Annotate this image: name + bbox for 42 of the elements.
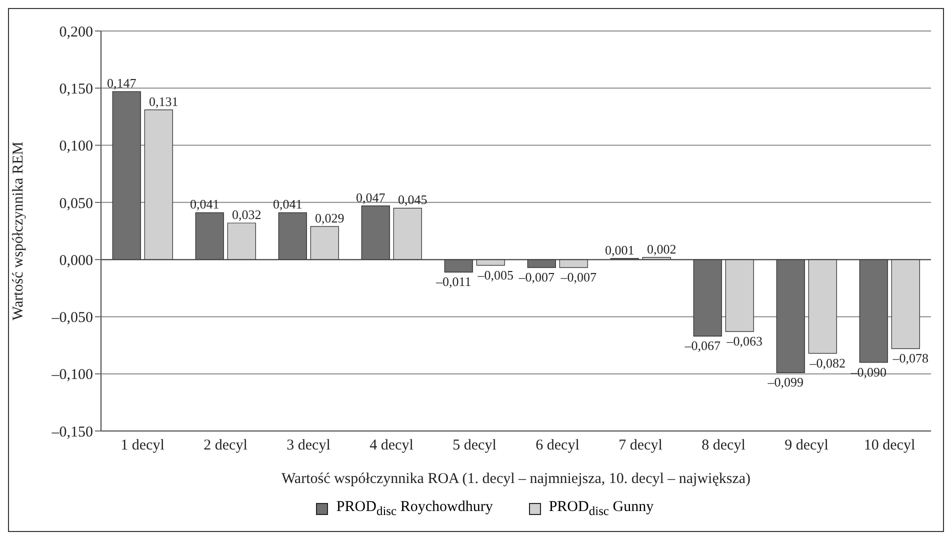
data-label: –0,090 [850,364,886,380]
data-label: –0,005 [476,267,514,282]
x-tick-label: 10 decyl [864,438,916,454]
y-tick-label: 0,000 [59,252,93,269]
x-tick-label: 6 decyl [536,438,580,454]
data-label: –0,011 [434,274,472,290]
y-tick-label: –0,050 [50,310,93,326]
x-tick-label: 4 decyl [370,438,414,454]
x-tick-label: 8 decyl [702,438,746,454]
data-label: 0,131 [148,94,178,109]
y-tick-label: 0,050 [59,196,93,212]
data-label: 0,041 [272,196,302,212]
data-label: –0,082 [808,355,846,370]
x-tick-label: 1 decyl [120,438,164,454]
y-tick-label: –0,100 [50,367,93,384]
data-label: 0,032 [232,207,262,222]
y-tick-label: 0,150 [59,81,93,98]
y-tick-label: –0,150 [50,424,93,440]
x-tick-label: 7 decyl [618,438,662,454]
data-label: –0,007 [518,270,555,285]
data-label: 0,045 [398,192,428,208]
data-label: 0,001 [604,242,634,258]
legend-label: PROD$_{disc}$ Gunny [548,499,654,519]
data-label: –0,007 [560,270,597,285]
data-label: 0,047 [356,190,386,205]
x-axis-title: Wartość współczynnika ROA (1. decyl – najmniejsza, 10. decyl – największa) [281,471,751,487]
data-label: 0,029 [314,210,344,226]
data-label: –0,063 [726,334,762,349]
x-tick-label: 5 decyl [452,438,496,454]
x-tick-label: 2 decyl [204,438,248,454]
legend-label: PROD$_{disc}$ Roychowdhury [336,499,493,519]
y-tick-label: 0,200 [59,24,93,40]
y-tick-label: 0,100 [59,138,93,155]
x-tick-label: 9 decyl [784,438,828,454]
data-label: 0,002 [646,241,676,256]
data-label: 0,147 [106,76,137,91]
y-axis-title: Wartość współczynnika REM [10,142,26,320]
data-label: –0,067 [684,338,721,354]
data-label: –0,078 [892,350,928,366]
data-label: –0,099 [766,374,804,390]
x-tick-label: 3 decyl [286,438,330,454]
data-label: 0,041 [190,196,220,212]
